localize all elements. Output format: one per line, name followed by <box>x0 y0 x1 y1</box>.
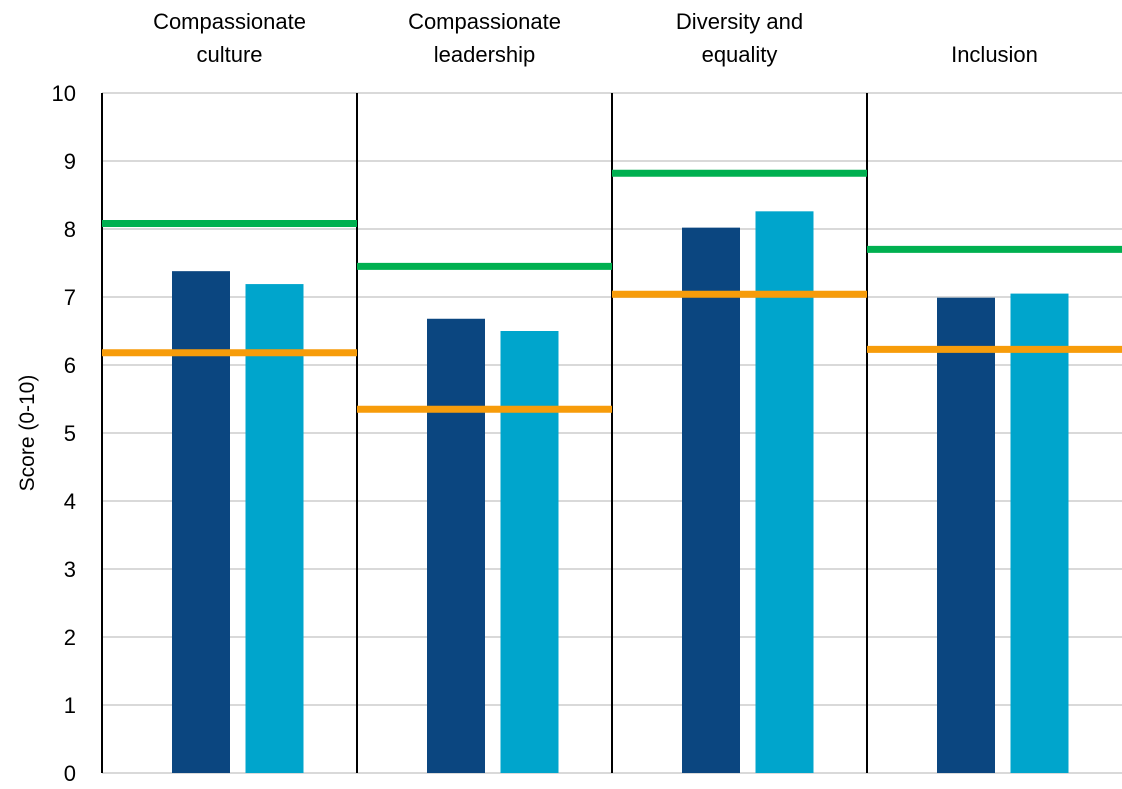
bars <box>172 211 1069 773</box>
y-tick-label: 1 <box>64 693 76 718</box>
category-label-line: leadership <box>434 42 536 67</box>
category-label: Inclusion <box>951 42 1038 67</box>
category-label-line: Compassionate <box>408 9 561 34</box>
y-tick-label: 6 <box>64 353 76 378</box>
bar <box>245 284 304 773</box>
y-tick-label: 8 <box>64 217 76 242</box>
category-label: Compassionate leadership <box>408 9 561 67</box>
category-separators <box>101 93 868 773</box>
category-label: Diversity and equality <box>676 9 803 67</box>
reference-lines <box>102 169 1122 413</box>
y-tick-label: 0 <box>64 761 76 786</box>
y-tick-label: 7 <box>64 285 76 310</box>
y-tick-label: 9 <box>64 149 76 174</box>
bar <box>172 271 230 773</box>
y-axis-title: Score (0-10) <box>16 375 39 492</box>
category-label-line: Compassionate <box>153 9 306 34</box>
category-label: Compassionate culture <box>153 9 306 67</box>
y-tick-labels: 0 1 2 3 4 5 6 7 8 9 10 <box>52 81 76 786</box>
bar <box>682 227 740 773</box>
y-tick-label: 10 <box>52 81 76 106</box>
category-labels: Compassionate culture Compassionate leaders… <box>153 9 1038 67</box>
bar <box>1010 293 1069 773</box>
category-label-line: culture <box>196 42 262 67</box>
y-tick-label: 5 <box>64 421 76 446</box>
bar <box>427 318 485 773</box>
category-label-line: equality <box>702 42 778 67</box>
y-tick-label: 3 <box>64 557 76 582</box>
bar <box>500 331 559 773</box>
bar <box>755 211 814 773</box>
bar <box>937 297 995 773</box>
y-tick-label: 2 <box>64 625 76 650</box>
y-tick-label: 4 <box>64 489 76 514</box>
category-label-line: Diversity and <box>676 9 803 34</box>
category-label-line: Inclusion <box>951 42 1038 67</box>
